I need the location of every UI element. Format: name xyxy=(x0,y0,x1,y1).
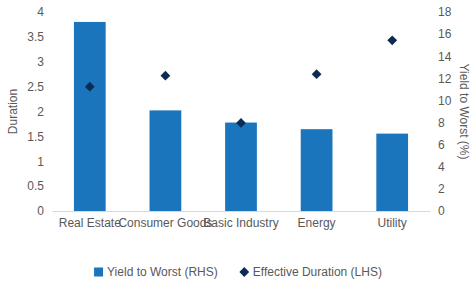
tick-label: 2.5 xyxy=(27,80,44,94)
tick-label: 2 xyxy=(438,182,445,196)
tick: 8 xyxy=(430,116,445,130)
point xyxy=(387,35,397,45)
bar xyxy=(301,129,333,211)
tick: 16 xyxy=(430,27,452,41)
tick: 0 xyxy=(430,204,445,218)
tick-label: 0 xyxy=(37,204,44,218)
series-0 xyxy=(74,22,408,211)
tick-label: 3.5 xyxy=(27,30,44,44)
axis-line xyxy=(430,13,431,212)
tick-label: 3 xyxy=(37,55,44,69)
tick: 10 xyxy=(430,94,452,108)
legend-swatch xyxy=(94,268,103,277)
tick: 2 xyxy=(37,105,52,119)
tick-label: 1.5 xyxy=(27,130,44,144)
tick: 12 xyxy=(430,72,452,86)
tick: 2 xyxy=(430,182,445,196)
point xyxy=(312,69,322,79)
tick: Consumer Goods xyxy=(118,216,212,230)
y2-axis: 0 2 4 6 8 10 12 14 16 18 xyxy=(430,5,452,218)
axis-line xyxy=(52,13,53,212)
marks xyxy=(74,22,408,211)
tick-label: 6 xyxy=(438,138,445,152)
tick-label: 4 xyxy=(37,5,44,19)
tick: Utility xyxy=(378,216,407,230)
legend-item: Effective Duration (LHS) xyxy=(239,265,382,279)
series-1 xyxy=(85,35,397,127)
y-axis-title: Duration xyxy=(6,89,20,134)
tick-label: 2 xyxy=(37,105,44,119)
plot: 0 0.5 1 1.5 2 2.5 3 3.5 4 0 2 4 6 8 10 12 14 16 18 Real Est… xyxy=(27,5,451,229)
tick-label: Consumer Goods xyxy=(118,216,212,230)
x-axis: Real EstateConsumer GoodsBasic Industry E… xyxy=(53,212,431,230)
bar xyxy=(225,123,257,211)
tick: 0.5 xyxy=(27,179,52,193)
legend-swatch xyxy=(239,267,249,277)
legend-item: Yield to Worst (RHS) xyxy=(94,265,218,279)
tick-label: 16 xyxy=(438,27,452,41)
tick: 14 xyxy=(430,50,452,64)
tick: 3.5 xyxy=(27,30,52,44)
legend: Yield to Worst (RHS) Effective Duration (… xyxy=(94,265,382,279)
point xyxy=(161,71,171,81)
tick-label: Utility xyxy=(378,216,407,230)
tick-label: 1 xyxy=(37,155,44,169)
tick: 2.5 xyxy=(27,80,52,94)
legend-label: Yield to Worst (RHS) xyxy=(107,265,218,279)
bar xyxy=(376,134,408,211)
tick-label: 4 xyxy=(438,160,445,174)
bar xyxy=(74,22,106,211)
axis-line xyxy=(53,211,431,212)
bar xyxy=(150,110,182,211)
tick: 4 xyxy=(430,160,445,174)
tick-label: 0 xyxy=(438,204,445,218)
point xyxy=(236,118,246,128)
tick-label: 0.5 xyxy=(27,179,44,193)
tick-label: Real Estate xyxy=(59,216,121,230)
tick-label: 14 xyxy=(438,50,452,64)
tick: 1.5 xyxy=(27,130,52,144)
tick: Basic Industry xyxy=(203,216,278,230)
tick-label: 12 xyxy=(438,72,452,86)
tick: 0 xyxy=(37,204,52,218)
tick-label: 8 xyxy=(438,116,445,130)
tick-label: Basic Industry xyxy=(203,216,278,230)
y2-axis-title: Yield to Worst (%) xyxy=(457,63,471,159)
y-axis: 0 0.5 1 1.5 2 2.5 3 3.5 4 xyxy=(27,5,52,218)
tick: Energy xyxy=(298,216,336,230)
tick: 6 xyxy=(430,138,445,152)
tick: 18 xyxy=(430,5,452,19)
chart: 0 0.5 1 1.5 2 2.5 3 3.5 4 0 2 4 6 8 10 12 14 16 18 Real Est… xyxy=(0,0,476,290)
point xyxy=(85,82,95,92)
tick-label: Energy xyxy=(298,216,336,230)
tick-label: 18 xyxy=(438,5,452,19)
tick: 1 xyxy=(37,155,52,169)
tick-label: 10 xyxy=(438,94,452,108)
tick: Real Estate xyxy=(59,216,121,230)
tick: 4 xyxy=(37,5,52,19)
legend-label: Effective Duration (LHS) xyxy=(253,265,382,279)
tick: 3 xyxy=(37,55,52,69)
